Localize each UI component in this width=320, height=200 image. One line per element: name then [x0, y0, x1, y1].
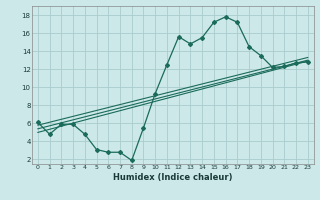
- X-axis label: Humidex (Indice chaleur): Humidex (Indice chaleur): [113, 173, 233, 182]
